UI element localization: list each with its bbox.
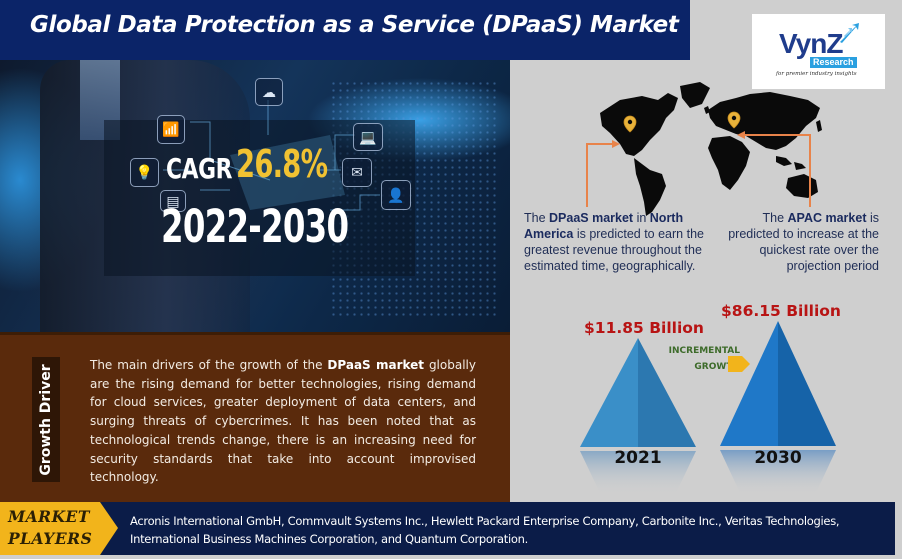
vynz-logo: VynZ Research for premier industry insig… (752, 14, 885, 89)
growth-driver-label: Growth Driver (38, 363, 54, 476)
logo-brand: VynZ (779, 28, 843, 59)
title-banner: Global Data Protection as a Service (DPa… (0, 0, 690, 60)
incremental-line2: GROWTH (694, 362, 740, 372)
page-title: Global Data Protection as a Service (DPa… (30, 12, 679, 38)
na-prefix: The (524, 211, 550, 225)
envelope-icon: ✉ (342, 158, 372, 187)
na-rest: is predicted to earn the greatest revenu… (524, 227, 704, 273)
growth-arrow-icon (728, 356, 750, 372)
incremental-growth-label: INCREMENTAL GROWTH (640, 343, 740, 375)
pyramid-2030 (720, 321, 836, 495)
market-players-list: Acronis International GmbH, Commvault Sy… (130, 514, 840, 546)
growth-driver-text: The main drivers of the growth of the DP… (90, 356, 476, 487)
market-value-2021: $11.85 Billion (584, 319, 704, 337)
user-chat-icon: 👤 (381, 180, 411, 210)
driver-text-bold: DPaaS market (327, 358, 425, 372)
apac-callout: The APAC market is predicted to increase… (708, 210, 879, 274)
market-players-section: MARKET PLAYERS Acronis International Gmb… (0, 502, 895, 555)
na-mid: in (633, 211, 650, 225)
growth-driver-tab: Growth Driver (32, 357, 60, 482)
forecast-period: 2022-2030 (161, 200, 349, 253)
market-value-2030: $86.15 Billion (721, 302, 841, 320)
hero-image: ☁ 📶 💡 ▤ 💻 ✉ 👤 CAGR 26.8% 2022-2030 (0, 60, 510, 332)
cagr-value: 26.8% (236, 142, 328, 186)
cagr-label: CAGR (166, 152, 233, 185)
apac-prefix: The (762, 211, 788, 225)
cloud-icon: ☁ (255, 78, 283, 106)
players-label-line2: PLAYERS (8, 529, 93, 548)
players-label-line1: MARKET (8, 507, 90, 526)
year-2021: 2021 (614, 448, 662, 468)
laptop-cloud-icon: 💻 (353, 123, 383, 151)
apac-bold: APAC market (787, 211, 867, 225)
driver-text-before: The main drivers of the growth of the (90, 358, 328, 372)
north-america-callout: The DPaaS market in North America is pre… (524, 210, 724, 274)
logo-tagline: for premier industry insights (776, 71, 857, 77)
incremental-line1: INCREMENTAL (668, 346, 740, 356)
lightbulb-icon: 💡 (130, 158, 159, 187)
network-lines (163, 100, 380, 211)
year-2030: 2030 (754, 448, 802, 468)
pyramid-2021 (580, 338, 696, 495)
logo-sub: Research (810, 57, 857, 68)
driver-text-after: globally are the rising demand for bette… (90, 358, 476, 485)
apac-pin-icon (727, 111, 741, 129)
north-america-pin-icon (623, 115, 637, 133)
market-players-tag: MARKET PLAYERS (0, 502, 118, 555)
apac-rest: is predicted to increase at the quickest… (728, 211, 879, 273)
growth-driver-section: Growth Driver The main drivers of the gr… (0, 332, 510, 502)
tablet-wifi-icon: 📶 (157, 115, 185, 144)
na-bold-market: DPaaS market (549, 211, 634, 225)
na-bold-region: North America (524, 211, 684, 241)
server-icon: ▤ (160, 190, 186, 212)
logo-arrow-icon (840, 23, 859, 43)
